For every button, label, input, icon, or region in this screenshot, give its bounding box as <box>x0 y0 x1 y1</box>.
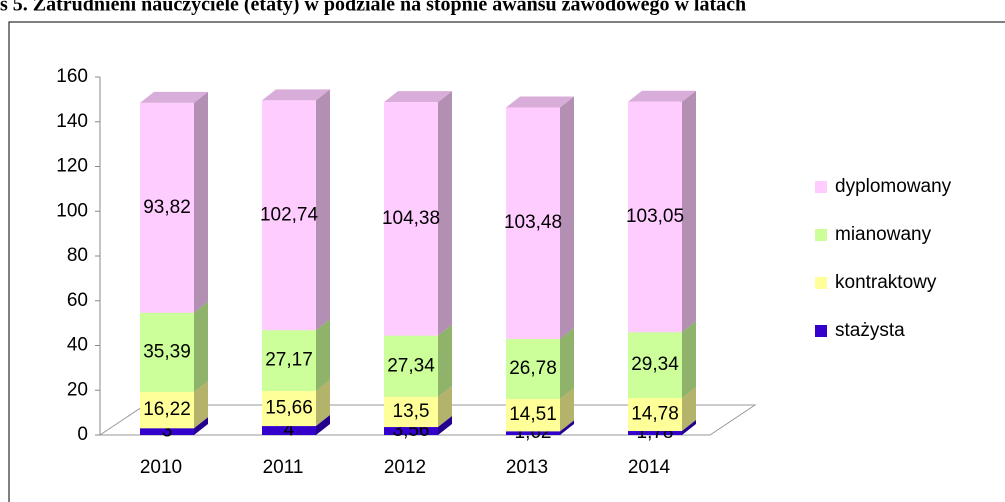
data-label: 35,39 <box>143 341 191 362</box>
bar <box>506 431 560 435</box>
bar-side <box>560 96 574 339</box>
legend-label: mianowany <box>835 224 932 245</box>
bar-top <box>262 89 330 101</box>
bar-side <box>682 420 696 435</box>
x-tick-label: 2012 <box>384 457 426 478</box>
bar <box>506 398 560 432</box>
bar-top <box>140 91 208 103</box>
bar <box>262 330 316 392</box>
bar <box>384 396 438 428</box>
bar <box>628 101 682 333</box>
legend-swatch <box>815 325 827 337</box>
bar-side <box>560 420 574 435</box>
bar <box>262 100 316 331</box>
legend-label: stażysta <box>835 320 905 341</box>
x-tick-label: 2011 <box>263 457 304 478</box>
data-label: 103,48 <box>504 212 562 233</box>
bar-top <box>628 90 696 102</box>
bar <box>506 107 560 339</box>
data-label: 14,51 <box>509 404 557 425</box>
y-tick-label: 100 <box>56 200 88 221</box>
bar-side <box>316 380 330 427</box>
legend-swatch <box>815 181 827 193</box>
y-tick-label: 40 <box>67 335 88 356</box>
bar-side <box>682 90 696 333</box>
data-label: 13,5 <box>393 401 430 422</box>
bar-side <box>438 416 452 435</box>
bar-side <box>316 415 330 435</box>
bar <box>628 332 682 398</box>
frame <box>8 21 1005 502</box>
bar <box>140 102 194 313</box>
data-label: 104,38 <box>382 208 440 229</box>
bar <box>140 391 194 429</box>
data-label: 29,34 <box>631 354 679 375</box>
bar-side <box>194 301 208 392</box>
bar <box>506 338 560 399</box>
bar <box>628 397 682 432</box>
data-label: 16,22 <box>143 399 191 420</box>
legend-label: kontraktowy <box>835 272 937 293</box>
chart-title: s 5. Zatrudnieni nauczyciele (etaty) w p… <box>0 0 746 16</box>
legend-label: dyplomowany <box>835 176 952 197</box>
y-tick-label: 80 <box>67 245 88 266</box>
x-tick-label: 2010 <box>140 457 182 478</box>
bar-side <box>194 380 208 429</box>
data-label: 102,74 <box>260 204 319 225</box>
y-tick-label: 20 <box>67 379 88 400</box>
data-label: 14,78 <box>631 403 679 424</box>
data-label: 27,34 <box>387 355 435 376</box>
data-label: 15,66 <box>265 398 313 419</box>
bar-side <box>194 417 208 435</box>
bar-side <box>560 387 574 432</box>
data-label: 93,82 <box>143 197 191 218</box>
bar-side <box>316 319 330 392</box>
bar <box>628 431 682 435</box>
bar-top <box>506 96 574 108</box>
bar <box>140 428 194 435</box>
bar <box>384 427 438 435</box>
bar-side <box>316 89 330 331</box>
legend-swatch <box>815 277 827 289</box>
bar <box>384 335 438 397</box>
bar-side <box>438 91 452 336</box>
data-label: 3 <box>162 421 173 442</box>
bar-side <box>438 324 452 397</box>
data-label: 26,78 <box>509 358 557 379</box>
y-tick-label: 160 <box>56 66 88 87</box>
bar-side <box>194 91 208 313</box>
bar <box>140 312 194 392</box>
y-tick-label: 60 <box>67 290 88 311</box>
bar <box>262 391 316 427</box>
legend-swatch <box>815 229 827 241</box>
bar <box>384 102 438 336</box>
bar-side <box>560 327 574 399</box>
bar-side <box>682 321 696 398</box>
x-tick-label: 2013 <box>506 457 548 478</box>
bar-side <box>682 386 696 432</box>
bar <box>262 426 316 435</box>
bar-top <box>384 91 452 103</box>
data-label: 103,05 <box>626 206 684 227</box>
bar-side <box>438 385 452 428</box>
y-tick-label: 140 <box>56 111 88 132</box>
data-label: 4 <box>284 420 295 441</box>
y-tick-label: 120 <box>56 156 88 177</box>
x-tick-label: 2014 <box>628 457 671 478</box>
data-label: 27,17 <box>265 350 313 371</box>
y-tick-label: 0 <box>77 424 88 445</box>
